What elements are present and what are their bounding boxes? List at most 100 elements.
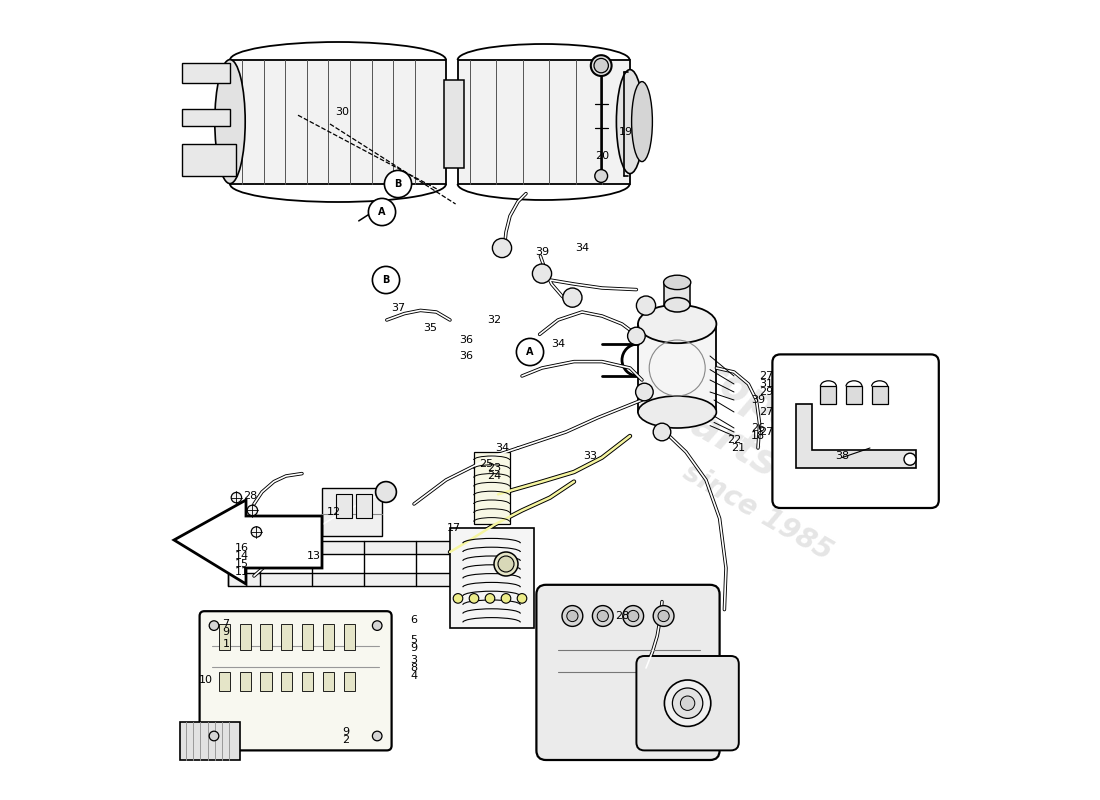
Text: 4: 4 bbox=[410, 671, 418, 681]
Bar bbox=[261, 624, 272, 650]
Text: 17: 17 bbox=[447, 523, 461, 533]
Ellipse shape bbox=[375, 482, 396, 502]
Ellipse shape bbox=[384, 170, 411, 198]
Text: 18: 18 bbox=[751, 431, 766, 441]
Bar bbox=[182, 144, 236, 176]
Text: A: A bbox=[378, 207, 386, 217]
Bar bbox=[638, 324, 716, 412]
Text: 13: 13 bbox=[307, 551, 321, 561]
Text: 10: 10 bbox=[199, 675, 213, 685]
Ellipse shape bbox=[498, 556, 514, 572]
Bar bbox=[182, 109, 230, 126]
Text: 32: 32 bbox=[487, 315, 502, 325]
Text: 9: 9 bbox=[410, 643, 418, 653]
Text: 5: 5 bbox=[410, 635, 418, 645]
Ellipse shape bbox=[658, 610, 669, 622]
Ellipse shape bbox=[597, 610, 608, 622]
Text: 8: 8 bbox=[410, 663, 418, 673]
Ellipse shape bbox=[628, 610, 639, 622]
Text: 22: 22 bbox=[727, 435, 741, 445]
Text: 34: 34 bbox=[575, 243, 590, 253]
Ellipse shape bbox=[563, 288, 582, 307]
Ellipse shape bbox=[373, 621, 382, 630]
Bar bbox=[219, 624, 230, 650]
Bar bbox=[356, 494, 373, 518]
Bar bbox=[182, 63, 230, 83]
Polygon shape bbox=[174, 500, 322, 584]
Bar bbox=[302, 672, 313, 691]
Ellipse shape bbox=[637, 296, 656, 315]
Bar bbox=[240, 672, 251, 691]
Ellipse shape bbox=[485, 594, 495, 603]
Ellipse shape bbox=[373, 731, 382, 741]
Text: 39: 39 bbox=[751, 395, 766, 405]
Bar bbox=[871, 386, 888, 404]
Text: 6: 6 bbox=[410, 615, 418, 625]
Text: 34: 34 bbox=[551, 339, 565, 349]
Ellipse shape bbox=[904, 453, 916, 465]
Bar bbox=[282, 672, 293, 691]
Bar bbox=[458, 60, 630, 184]
Ellipse shape bbox=[209, 731, 219, 741]
Text: 36: 36 bbox=[459, 351, 473, 361]
Text: 31: 31 bbox=[759, 379, 773, 389]
Text: 28: 28 bbox=[615, 611, 629, 621]
Text: 14: 14 bbox=[235, 551, 249, 561]
Ellipse shape bbox=[517, 594, 527, 603]
Text: B: B bbox=[394, 179, 402, 189]
Text: 30: 30 bbox=[336, 107, 349, 117]
Bar bbox=[219, 672, 230, 691]
Text: 2: 2 bbox=[342, 735, 350, 745]
Ellipse shape bbox=[591, 55, 612, 76]
Bar bbox=[302, 624, 313, 650]
Ellipse shape bbox=[631, 82, 652, 162]
Ellipse shape bbox=[653, 423, 671, 441]
Text: 27: 27 bbox=[759, 371, 773, 381]
Text: 25: 25 bbox=[478, 459, 493, 469]
Text: 27: 27 bbox=[759, 407, 773, 417]
Text: 35: 35 bbox=[424, 323, 437, 333]
Text: 28: 28 bbox=[243, 491, 257, 501]
Bar bbox=[322, 488, 382, 536]
Bar bbox=[664, 282, 690, 305]
Bar bbox=[322, 624, 334, 650]
Ellipse shape bbox=[368, 198, 396, 226]
Text: 34: 34 bbox=[495, 443, 509, 453]
Ellipse shape bbox=[616, 70, 644, 174]
Bar bbox=[229, 573, 472, 586]
Bar bbox=[474, 452, 510, 524]
Text: 29: 29 bbox=[759, 387, 773, 397]
Text: 9: 9 bbox=[222, 627, 230, 637]
Ellipse shape bbox=[453, 594, 463, 603]
Ellipse shape bbox=[566, 610, 578, 622]
Text: 1: 1 bbox=[222, 639, 230, 649]
Bar bbox=[282, 624, 293, 650]
Ellipse shape bbox=[595, 170, 607, 182]
FancyBboxPatch shape bbox=[637, 656, 739, 750]
Text: 19: 19 bbox=[619, 127, 634, 137]
Bar bbox=[846, 386, 862, 404]
Ellipse shape bbox=[209, 621, 219, 630]
FancyBboxPatch shape bbox=[772, 354, 938, 508]
Text: 3: 3 bbox=[410, 655, 418, 665]
Bar bbox=[180, 722, 241, 760]
Ellipse shape bbox=[623, 606, 643, 626]
Text: 16: 16 bbox=[235, 543, 249, 553]
Text: 36: 36 bbox=[459, 335, 473, 345]
Ellipse shape bbox=[594, 58, 608, 73]
Bar bbox=[343, 624, 355, 650]
Text: 23: 23 bbox=[487, 463, 502, 473]
Ellipse shape bbox=[470, 594, 478, 603]
Bar bbox=[450, 528, 534, 628]
Bar bbox=[261, 672, 272, 691]
Ellipse shape bbox=[638, 396, 716, 428]
Text: 12: 12 bbox=[327, 507, 341, 517]
Ellipse shape bbox=[593, 606, 613, 626]
Text: 33: 33 bbox=[583, 451, 597, 461]
Bar bbox=[444, 80, 464, 168]
Text: 24: 24 bbox=[487, 471, 502, 481]
Bar bbox=[322, 672, 334, 691]
Ellipse shape bbox=[636, 383, 653, 401]
Bar bbox=[229, 541, 472, 554]
Ellipse shape bbox=[214, 59, 245, 184]
